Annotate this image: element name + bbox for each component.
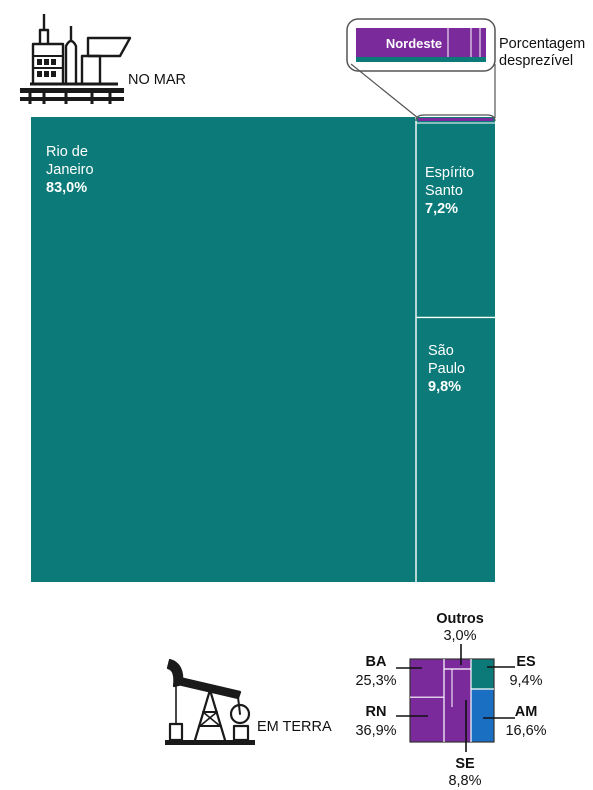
cell-label-sao-paulo: São: [428, 343, 454, 359]
treemap-cell-nordeste-mark: [418, 118, 493, 121]
treemap-cell-es: [471, 659, 494, 690]
pumpjack-wellhead: [168, 722, 184, 742]
platform-base: [20, 97, 124, 101]
platform-window-2: [51, 59, 56, 65]
cell-label-rio-de-janeiro: Janeiro: [46, 162, 94, 178]
cell-value-espirito-santo: 7,2%: [425, 201, 458, 217]
zoom-leader-left: [350, 63, 419, 119]
treemap-cell-rn: [410, 697, 444, 742]
group-label-offshore: NO MAR: [128, 72, 186, 88]
annotation-line-1: Porcentagem: [499, 36, 585, 52]
platform-window-b-2: [51, 71, 56, 77]
platform-deck: [20, 88, 124, 93]
value-outros: 3,0%: [443, 628, 476, 644]
pumpjack-tower: [193, 688, 227, 742]
value-se: 8,8%: [448, 773, 481, 789]
value-rn: 36,9%: [355, 723, 396, 739]
pumpjack-cross-1: [199, 711, 218, 727]
group-label-onshore: EM TERRA: [257, 719, 332, 735]
platform-window-0: [37, 59, 42, 65]
zoom-nordeste-label: Nordeste: [386, 36, 442, 51]
pumpjack-cross-2: [202, 711, 221, 727]
zoom-teal-strip: [356, 57, 486, 62]
cell-label-espirito-santo: Espírito: [425, 165, 474, 181]
offshore-platform-icon: [20, 14, 132, 104]
cell-label-sao-paulo: Paulo: [428, 361, 465, 377]
pumpjack-ground: [165, 740, 255, 745]
pumpjack-counterweight: [229, 703, 251, 725]
platform-helideck: [86, 36, 132, 58]
zoom-source-bracket: [415, 114, 496, 122]
label-se: SE: [455, 756, 475, 772]
platform-window-b-0: [37, 71, 42, 77]
platform-window-1: [44, 59, 49, 65]
pumpjack-motor: [232, 724, 250, 742]
annotation-line-2: desprezível: [499, 53, 573, 69]
platform-module: [80, 54, 102, 84]
label-am: AM: [515, 704, 538, 720]
treemap-cell-sao-paulo: [416, 317, 495, 582]
platform-tank: [64, 39, 78, 86]
cell-value-rio-de-janeiro: 83,0%: [46, 180, 87, 196]
cell-label-rio-de-janeiro: Rio de: [46, 144, 88, 160]
label-es: ES: [516, 654, 536, 670]
platform-mast-base: [38, 28, 50, 44]
pumpjack-icon: [165, 658, 255, 745]
cell-value-sao-paulo: 9,8%: [428, 379, 461, 395]
treemap-cell-espirito-santo: [416, 123, 495, 318]
treemap-cell-outros: [444, 659, 471, 669]
treemap-cell-rio-de-janeiro: [31, 117, 416, 582]
treemap-cell-ba: [410, 659, 444, 698]
zoom-nordeste-cell: [356, 28, 486, 57]
treemap-onshore-border: [409, 658, 495, 743]
cell-label-espirito-santo: Santo: [425, 183, 463, 199]
treemap-cell-se: [444, 669, 471, 742]
label-rn: RN: [366, 704, 387, 720]
pumpjack-pitman: [237, 696, 241, 715]
label-ba: BA: [366, 654, 387, 670]
label-outros: Outros: [436, 611, 484, 627]
platform-window-b-1: [44, 71, 49, 77]
value-es: 9,4%: [509, 673, 542, 689]
treemap-cell-am: [471, 689, 494, 742]
value-am: 16,6%: [505, 723, 546, 739]
value-ba: 25,3%: [355, 673, 396, 689]
pumpjack-horse-head: [166, 658, 184, 688]
